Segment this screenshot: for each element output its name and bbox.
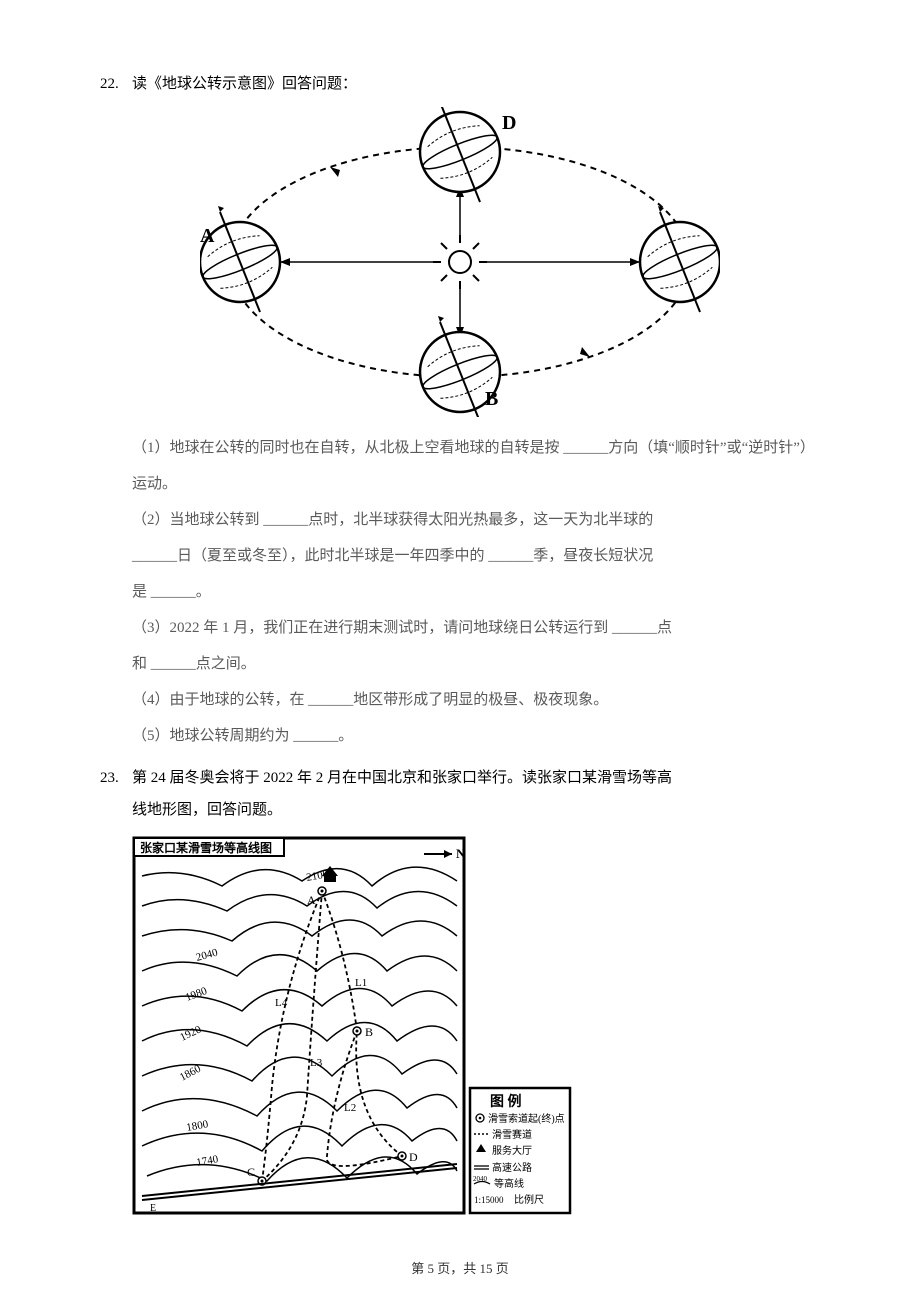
legend-item: 比例尺 <box>514 1193 544 1206</box>
earth-orbit-diagram-container: A B C <box>100 107 820 422</box>
sub-question-3-line1: （3）2022 年 1 月，我们正在进行期末测试时，请问地球绕日公转运行到 __… <box>132 610 820 646</box>
north-label: N <box>456 846 466 861</box>
legend-item: 高速公路 <box>492 1161 532 1174</box>
sub-question-2-line1: （2）当地球公转到 ______点时，北半球获得太阳光热最多，这一天为北半球的 <box>132 502 820 538</box>
svg-text:E: E <box>150 1203 156 1214</box>
point-label-a: A <box>307 893 316 907</box>
point-label-l3: L3 <box>310 1057 323 1069</box>
legend-item: 滑雪索道起(终)点 <box>488 1112 565 1125</box>
question-23: 23. 第 24 届冬奥会将于 2022 年 2 月在中国北京和张家口举行。读张… <box>100 764 820 1222</box>
legend-item: 等高线 <box>494 1177 524 1190</box>
question-number: 23. <box>100 764 124 793</box>
earth-position-c: C <box>640 206 720 312</box>
earth-position-d: D <box>420 107 517 202</box>
sun-icon <box>433 235 487 289</box>
footer-suffix: 页 <box>493 1261 509 1276</box>
question-prompt: 读《地球公转示意图》回答问题： <box>132 70 820 99</box>
point-label-c: C <box>247 1165 255 1179</box>
legend-title: 图 例 <box>490 1093 522 1110</box>
point-label-l1: L1 <box>355 977 367 989</box>
sub-question-4: （4）由于地球的公转，在 ______地区带形成了明显的极昼、极夜现象。 <box>132 682 820 718</box>
point-label-d: D <box>409 1150 418 1164</box>
contour-map: 张家口某滑雪场等高线图 N 2100 2040 1980 1920 1860 1… <box>132 836 572 1216</box>
legend-item: 滑雪赛道 <box>492 1128 532 1141</box>
sub-question-3-line2: 和 ______点之间。 <box>132 646 820 682</box>
legend-scale: 1:15000 <box>474 1195 504 1205</box>
point-label-b: B <box>365 1025 373 1039</box>
point-label-l4: L4 <box>275 997 288 1009</box>
diagram-label-a: A <box>200 225 215 247</box>
page-footer: 第 5 页，共 15 页 <box>0 1258 920 1277</box>
question-22: 22. 读《地球公转示意图》回答问题： <box>100 70 820 754</box>
question-23-prompt-line2: 线地形图，回答问题。 <box>132 792 820 828</box>
question-23-header: 23. 第 24 届冬奥会将于 2022 年 2 月在中国北京和张家口举行。读张… <box>100 764 820 793</box>
sub-question-2-line3: 是 ______。 <box>132 574 820 610</box>
diagram-label-d: D <box>502 112 516 134</box>
earth-position-b: B <box>420 316 500 417</box>
map-title: 张家口某滑雪场等高线图 <box>140 840 272 855</box>
footer-middle: 页，共 <box>434 1261 480 1276</box>
earth-orbit-diagram: A B C <box>200 107 720 417</box>
sub-question-1: （1）地球在公转的同时也在自转，从北极上空看地球的自转是按 ______方向（填… <box>132 430 820 502</box>
sub-question-5: （5）地球公转周期约为 ______。 <box>132 718 820 754</box>
sub-question-2-line2: ______日（夏至或冬至），此时北半球是一年四季中的 ______季，昼夜长短… <box>132 538 820 574</box>
footer-prefix: 第 <box>411 1261 427 1276</box>
footer-total-pages: 15 <box>480 1261 493 1276</box>
question-22-header: 22. 读《地球公转示意图》回答问题： <box>100 70 820 99</box>
point-label-l2: L2 <box>344 1102 356 1114</box>
diagram-label-c: C <box>718 255 720 277</box>
question-number: 22. <box>100 70 124 99</box>
diagram-label-b: B <box>485 388 498 410</box>
legend-item: 服务大厅 <box>492 1144 532 1157</box>
question-prompt: 第 24 届冬奥会将于 2022 年 2 月在中国北京和张家口举行。读张家口某滑… <box>132 764 820 793</box>
earth-position-a: A <box>200 206 280 312</box>
legend-contour-example: 2040 <box>473 1175 488 1183</box>
